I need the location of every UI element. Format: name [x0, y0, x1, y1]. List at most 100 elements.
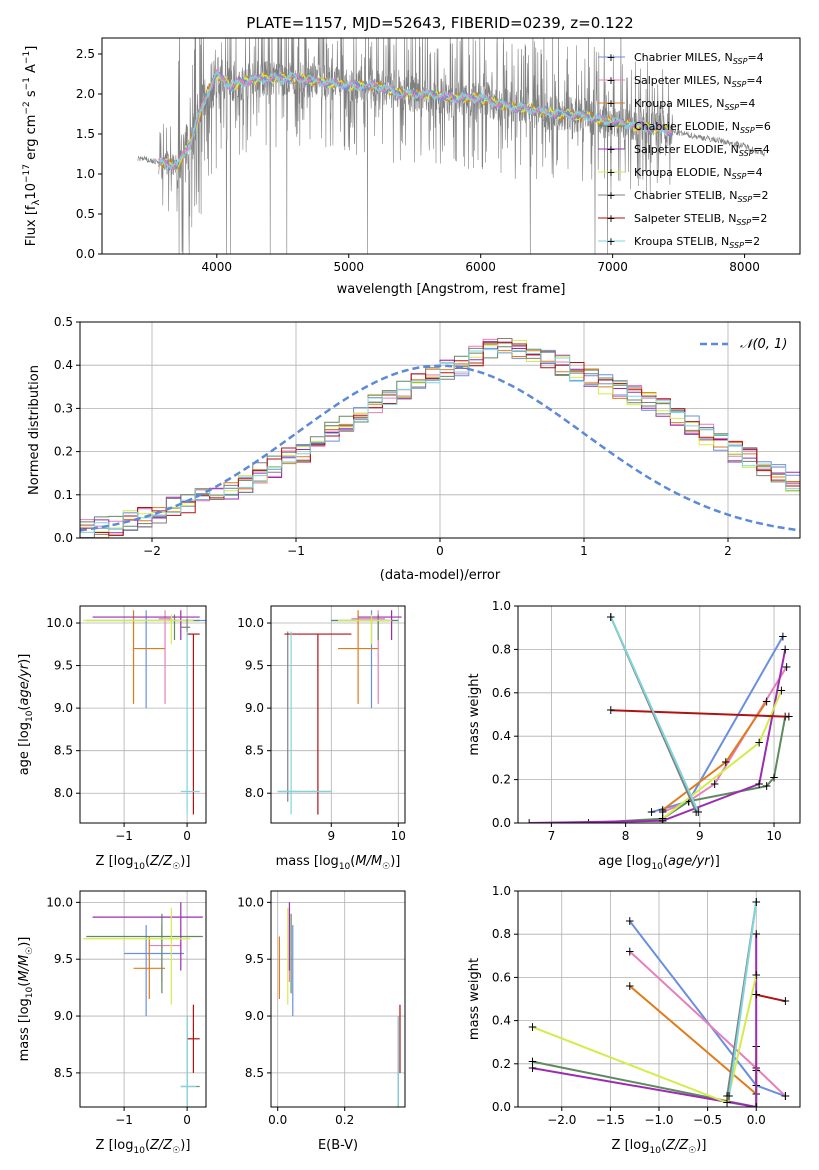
normal-curve [80, 364, 800, 532]
y-tick-label: 0.3 [54, 401, 73, 415]
x-axis-label: wavelength [Angstrom, rest frame] [337, 282, 566, 297]
x-tick-label: 8 [622, 829, 630, 843]
data-point [284, 633, 352, 815]
x-tick-label: 0 [436, 544, 444, 558]
x-tick-label: −0.5 [693, 1113, 722, 1127]
weight-marker: + [754, 777, 764, 791]
x-tick-label: 8000 [729, 260, 760, 274]
x-axis-label: Z [log10(Z/Z☉)] [612, 1138, 707, 1156]
weight-marker: + [684, 794, 694, 808]
x-tick-label: 0.0 [747, 1113, 766, 1127]
axes-frame [79, 890, 207, 1108]
x-tick-label: 6000 [465, 260, 496, 274]
y-axis-label: Flux [fλ10−17 erg cm−2 s−1 A−1] [22, 46, 42, 247]
y-tick-label: 8.0 [54, 786, 73, 800]
y-tick-label: 1.0 [492, 884, 511, 898]
plot-area [277, 610, 402, 815]
weight-marker: + [762, 694, 772, 708]
legend-marker: + [606, 51, 615, 64]
weight-marker: + [751, 895, 761, 909]
panel-mass-vs-Z: −1 0 8.5 9.0 9.5 10.0 Z [log10(Z/Z☉)] mass [log… [17, 890, 207, 1156]
x-tick-label: −1 [287, 544, 305, 558]
x-tick-label: −2 [143, 544, 161, 558]
x-axis-label: age [log10(age/yr)] [598, 854, 720, 872]
panel-spectrum: 4000 5000 6000 7000 8000 0.0 0.5 1.0 1.5 2.0 2.5 wa… [22, 37, 801, 297]
x-tick-label: −1.0 [644, 1113, 673, 1127]
weight-marker: + [776, 684, 786, 698]
weight-marker: + [780, 994, 790, 1008]
weight-marker: + [528, 1055, 538, 1069]
y-tick-label: 8.5 [245, 1066, 264, 1080]
weight-marker: + [784, 710, 794, 724]
data-point [358, 610, 402, 641]
x-tick-label: 1 [580, 544, 588, 558]
plot-area [80, 338, 800, 538]
data-point [351, 610, 385, 704]
weight-marker: + [751, 988, 761, 1002]
weight-series-line [755, 993, 786, 1003]
weight-marker: + [769, 770, 779, 784]
legend-label: Salpeter MILES, NSSP=4 [634, 74, 763, 89]
weight-series-line [610, 709, 789, 718]
weight-marker: + [583, 816, 593, 830]
data-point [145, 610, 206, 709]
axes-frame [79, 605, 207, 824]
y-tick-label: 0.0 [492, 816, 511, 830]
x-tick-label: 2 [724, 544, 732, 558]
x-axis-label: Z [log10(Z/Z☉)] [96, 854, 191, 872]
x-tick-label: 0 [183, 1113, 191, 1127]
weight-marker: + [762, 779, 772, 793]
x-tick-label: 0.0 [268, 1113, 287, 1127]
y-tick-label: 0.2 [54, 445, 73, 459]
y-tick-label: 10.0 [46, 616, 73, 630]
weight-marker: + [780, 1089, 790, 1103]
weight-marker: + [606, 610, 616, 624]
weight-series-line [728, 901, 758, 1097]
x-tick-label: 10 [766, 829, 781, 843]
y-tick-label: 0.2 [492, 1057, 511, 1071]
panel-age-vs-Z: −1 0 8.0 8.5 9.0 9.5 10.0 Z [log10(Z/Z☉)] age [l… [17, 605, 207, 872]
data-point [277, 631, 332, 802]
weight-marker: + [722, 1096, 732, 1110]
weight-series-line [662, 700, 768, 811]
weight-series-line [609, 616, 700, 813]
weight-marker: + [524, 816, 534, 830]
weight-marker: + [721, 755, 731, 769]
data-point [180, 1016, 200, 1107]
y-tick-label: 0.8 [492, 642, 511, 656]
y-tick-label: 2.0 [76, 87, 95, 101]
axes-frame [517, 605, 801, 824]
legend-label: Chabrier ELODIE, NSSP=6 [634, 120, 771, 135]
x-tick-label: 5000 [333, 260, 364, 274]
weight-series-line [588, 716, 787, 823]
y-tick-label: 0.4 [492, 729, 511, 743]
data-point [83, 908, 191, 1005]
weight-marker: + [625, 979, 635, 993]
legend-label: Kroupa MILES, NSSP=4 [634, 97, 755, 112]
y-axis-label: age [log10(age/yr)] [17, 654, 35, 776]
weight-series-line [532, 934, 758, 1107]
legend-marker: + [606, 166, 615, 179]
weight-marker: + [780, 1089, 790, 1103]
y-tick-label: 1.0 [492, 599, 511, 613]
weight-marker: + [780, 642, 790, 656]
weight-marker: + [751, 1100, 761, 1114]
data-point [158, 610, 172, 704]
panel-weight-vs-Z: ++++++++++++++++++++++ +++−2.0 −1.5 −1.0 −0.… [467, 884, 801, 1156]
y-tick-label: 1.5 [76, 127, 95, 141]
weight-marker: + [625, 914, 635, 928]
x-tick-label: 10 [391, 829, 406, 843]
y-tick-label: 0.0 [54, 531, 73, 545]
legend: + Chabrier MILES, NSSP=4 + Salpeter MILES, … [598, 51, 771, 250]
plot-area [83, 902, 203, 1107]
y-tick-label: 0.1 [54, 488, 73, 502]
y-tick-label: 10.0 [237, 895, 264, 909]
legend-label: Salpeter STELIB, NSSP=2 [634, 212, 767, 227]
legend-marker: + [606, 189, 615, 202]
weight-marker: + [754, 736, 764, 750]
weight-marker: + [751, 927, 761, 941]
weight-marker: + [751, 968, 761, 982]
residual-histogram [80, 349, 800, 533]
y-tick-label: 0.4 [492, 1014, 511, 1028]
y-tick-label: 9.5 [54, 659, 73, 673]
